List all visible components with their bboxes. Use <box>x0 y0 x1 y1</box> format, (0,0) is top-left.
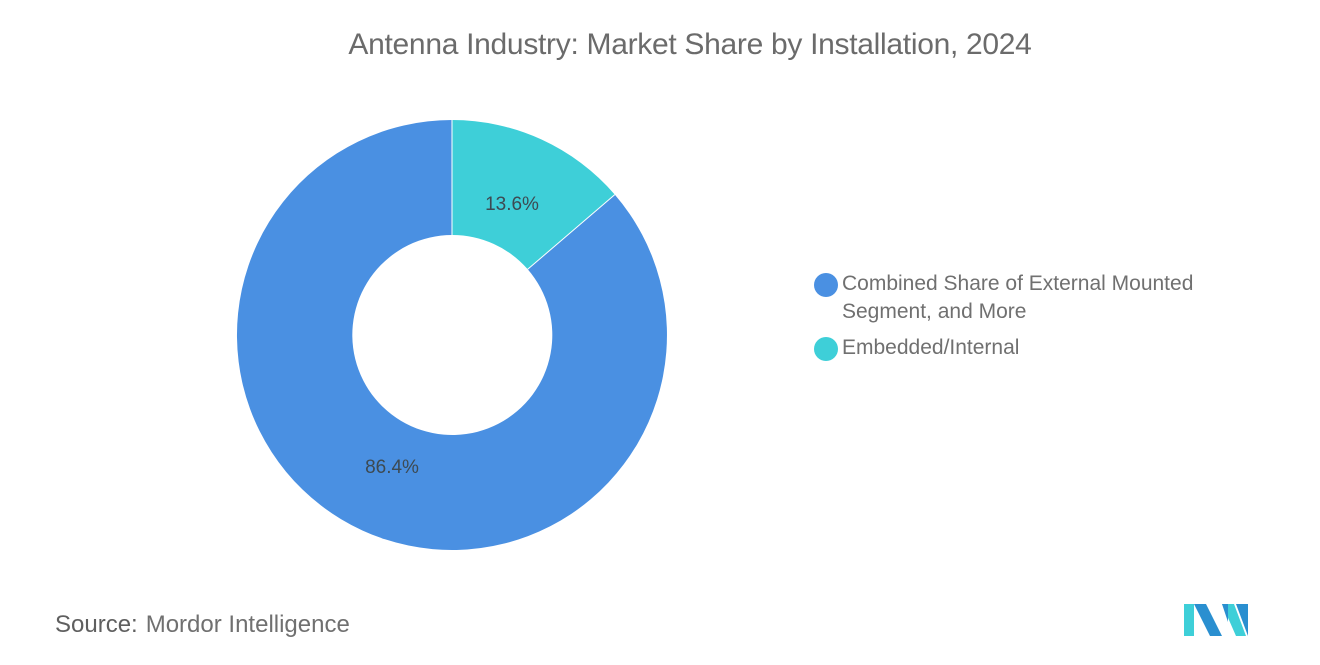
slice-label-combined: 86.4% <box>365 457 419 478</box>
source-note: Source: Mordor Intelligence <box>55 611 350 639</box>
legend-dot-icon <box>814 337 838 361</box>
source-value: Mordor Intelligence <box>145 611 350 638</box>
legend-item-combined[interactable]: Combined Share of External Mounted Segme… <box>814 270 1244 326</box>
legend-label: Embedded/Internal <box>842 336 1020 359</box>
legend-label: Combined Share of External Mounted Segme… <box>842 272 1194 323</box>
slice-label-embedded: 13.6% <box>485 194 539 215</box>
legend-item-embedded[interactable]: Embedded/Internal <box>814 334 1244 362</box>
chart-title: Antenna Industry: Market Share by Instal… <box>348 28 1032 61</box>
legend: Combined Share of External Mounted Segme… <box>814 270 1244 370</box>
source-label: Source: <box>55 611 138 638</box>
legend-dot-icon <box>814 273 838 297</box>
slice-combined-external-mounted[interactable] <box>236 120 667 551</box>
slice-embedded-internal[interactable] <box>452 120 615 270</box>
mordor-intelligence-logo-icon <box>1184 604 1248 636</box>
slice-divider <box>527 194 616 270</box>
